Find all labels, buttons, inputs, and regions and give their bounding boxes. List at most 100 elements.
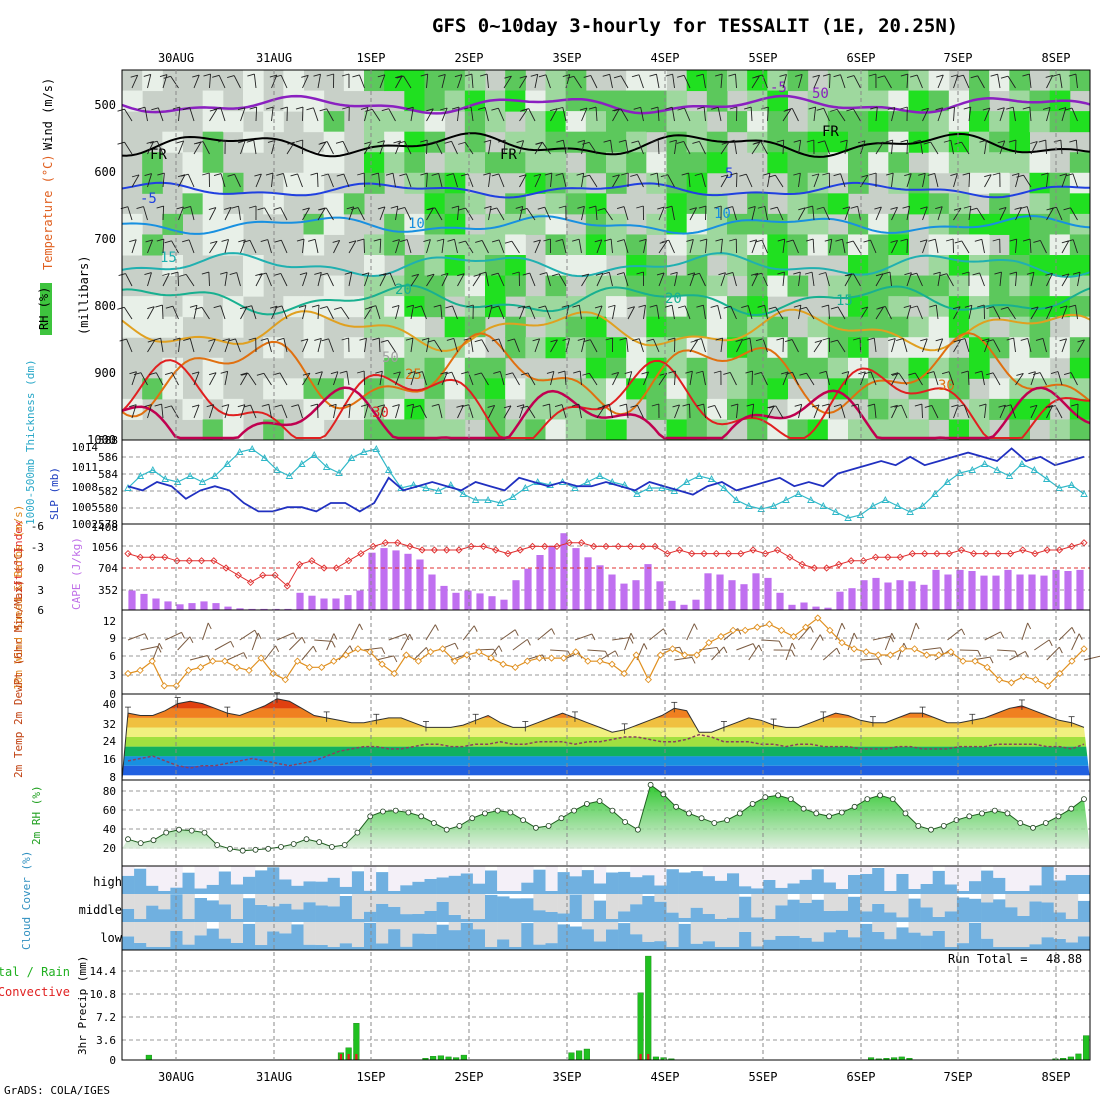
cloud-gap — [727, 866, 739, 873]
rh-cell — [687, 276, 708, 297]
cloud-gap — [364, 894, 376, 912]
pressure-axis: 500 600 700 800 900 1000 — [87, 98, 116, 447]
cloud-cell — [328, 878, 340, 894]
rh-point — [852, 804, 857, 809]
cloud-gap — [425, 866, 437, 879]
cloud-gap — [316, 922, 328, 945]
cloud-gap — [473, 866, 485, 884]
cloud-gap — [1066, 866, 1078, 875]
contour-label: 15 — [160, 250, 177, 266]
wind-barb — [256, 107, 257, 121]
rh-cell — [142, 296, 163, 317]
rh-cell — [848, 214, 869, 235]
cloud-cell — [328, 906, 340, 922]
cape-bar — [356, 591, 363, 611]
rh-cell — [445, 70, 466, 91]
cloud-cell — [521, 923, 533, 950]
cloud-cell — [824, 883, 836, 895]
cape-bar — [632, 580, 639, 610]
rh-cell — [788, 173, 809, 194]
cloud-gap — [1017, 866, 1029, 891]
rh-cell — [1030, 296, 1051, 317]
cloud-gap — [788, 922, 800, 936]
rh-cell — [324, 193, 345, 214]
rh-cell — [445, 276, 466, 297]
date-label: 4SEP — [651, 51, 680, 65]
wind-barb — [907, 140, 908, 154]
cloud-cell — [739, 932, 751, 950]
cloud-cell — [679, 918, 691, 922]
cloud-cell — [352, 871, 364, 894]
cloud-gap — [473, 922, 485, 929]
cloud-cell — [437, 877, 449, 894]
precip-axis-label: 3hr Precip (mm) — [76, 956, 89, 1055]
cloud-cell — [146, 886, 158, 894]
cape-bar — [1016, 575, 1023, 611]
cloud-gap — [570, 866, 582, 876]
date-label: 6SEP — [847, 1070, 876, 1084]
cloud-gap — [1042, 922, 1054, 937]
rh-cell — [929, 317, 950, 338]
rh-cell — [727, 317, 748, 338]
rh-cell — [1050, 193, 1071, 214]
rh-cell — [1009, 111, 1030, 132]
cape-bar — [128, 591, 135, 611]
rh-cell — [707, 276, 728, 297]
wind-barb — [364, 239, 365, 253]
cloud-cell — [679, 873, 691, 895]
rh-cell — [485, 399, 506, 420]
cloud-cell — [667, 913, 679, 922]
rh-point — [304, 837, 309, 842]
rh-cell — [646, 111, 667, 132]
rh-cell — [929, 399, 950, 420]
cloud-gap — [860, 894, 872, 911]
cloud-cell — [134, 869, 146, 894]
cloud-gap — [630, 894, 642, 904]
cloud-cell — [969, 899, 981, 922]
cloud-gap — [981, 894, 993, 902]
rh-point — [1082, 797, 1087, 802]
cloud-cell — [812, 900, 824, 922]
cape-bar — [1040, 576, 1047, 610]
rh-cell — [1009, 276, 1030, 297]
cloud-cell — [824, 932, 836, 950]
cloud-gap — [594, 922, 606, 941]
cloud-cell — [461, 923, 473, 950]
rh-cell — [1030, 358, 1051, 379]
cloud-cell — [921, 936, 933, 950]
cloud-cell — [1078, 875, 1090, 894]
thickness-tick: 588 — [98, 434, 118, 447]
cloud-cell — [812, 942, 824, 950]
cloud-gap — [884, 866, 896, 891]
rh-cell — [868, 70, 889, 91]
cape-bar — [1064, 571, 1071, 610]
rh-cell — [888, 111, 909, 132]
rh-cell — [1070, 317, 1091, 338]
cloud-cell — [594, 941, 606, 950]
cape-bar — [500, 600, 507, 610]
cloud-level-label: high — [93, 875, 122, 889]
cloud-gap — [352, 922, 364, 947]
upper-air-panel: -5 50FR FRFR-551010152020 1525303050 500 60… — [37, 70, 1091, 447]
cloud-gap — [219, 894, 231, 904]
wind-barb — [162, 305, 163, 319]
rh-point — [623, 820, 628, 825]
cloud-gap — [969, 866, 981, 881]
cape-bar — [704, 573, 711, 610]
rh-point — [317, 840, 322, 845]
cloud-gap — [267, 922, 279, 931]
rh-cell — [1009, 317, 1030, 338]
cloud-cell — [425, 934, 437, 950]
cloud-gap — [800, 922, 812, 938]
cloud-cell — [364, 891, 376, 894]
rh-point — [215, 843, 220, 848]
cape-tick: 1408 — [92, 521, 119, 534]
cloud-gap — [715, 894, 727, 919]
cloud-cell — [630, 934, 642, 950]
cloud-cell — [231, 943, 243, 950]
cloud-gap — [340, 866, 352, 887]
rh-point — [151, 838, 156, 843]
rh-cell — [828, 419, 849, 440]
rh-cell — [646, 91, 667, 112]
rh-cell — [727, 234, 748, 255]
